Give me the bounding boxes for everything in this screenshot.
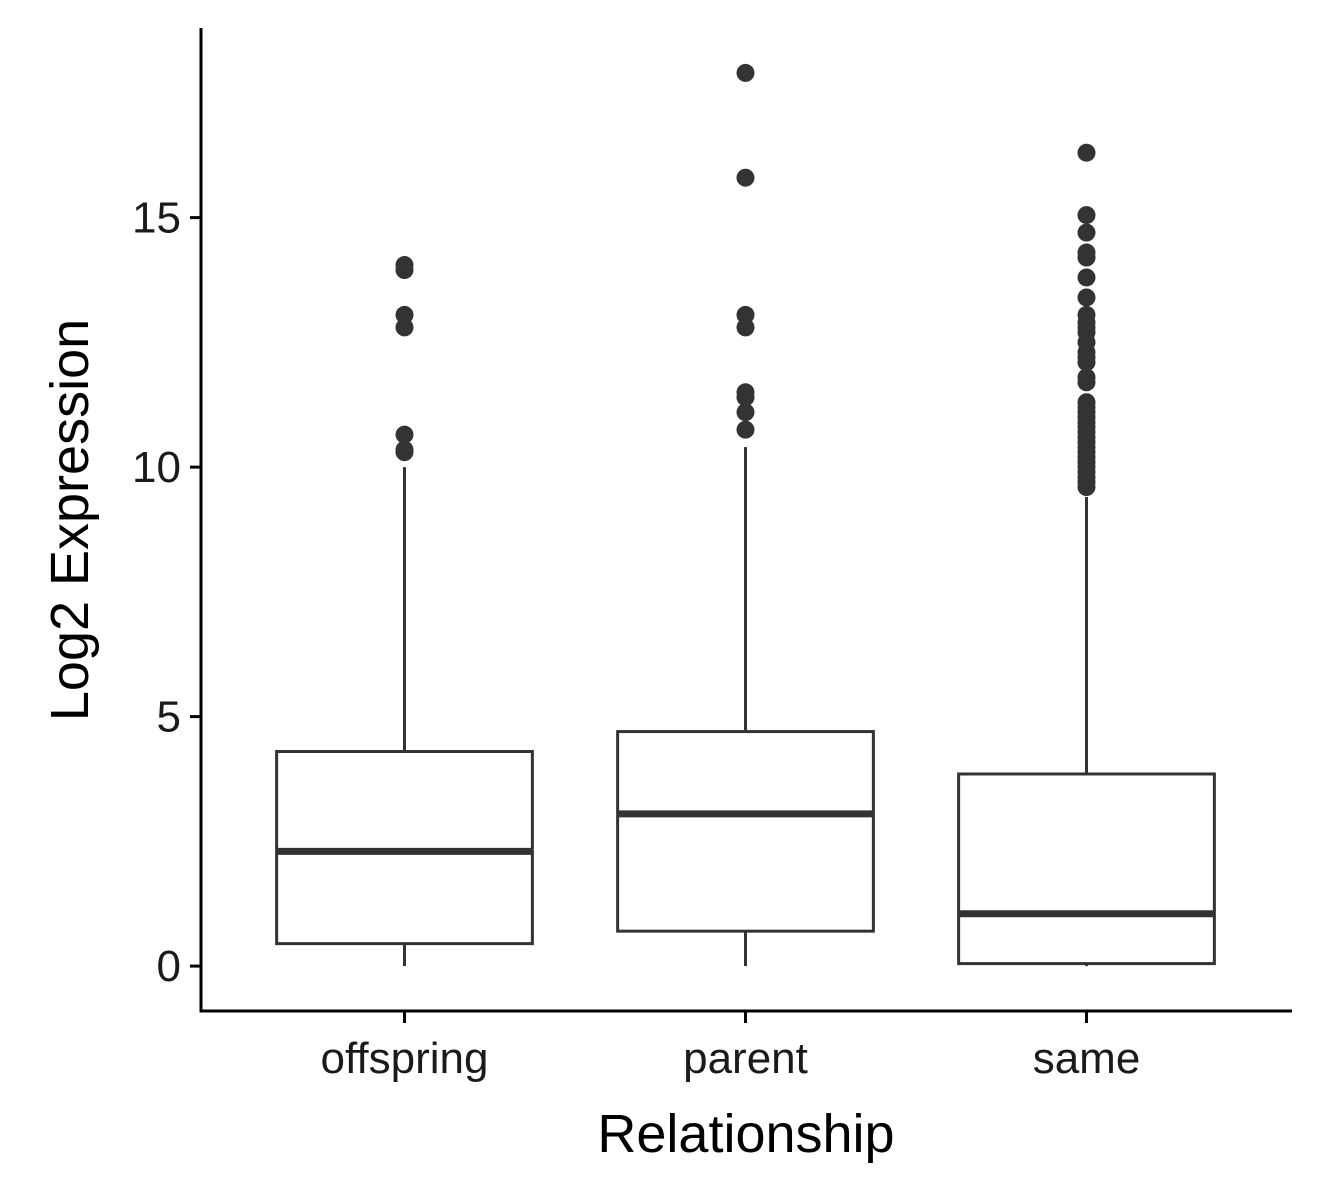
outlier-point [736, 420, 755, 439]
outlier-point [1077, 393, 1096, 412]
box-same [957, 143, 1216, 967]
outlier-point [736, 318, 755, 337]
x-tick-label: parent [683, 1034, 808, 1083]
outlier-point [736, 383, 755, 402]
outlier-point [736, 63, 755, 82]
x-tick-label: offspring [321, 1034, 489, 1083]
box-iqr [275, 750, 534, 946]
outlier-point [736, 403, 755, 422]
x-ticks: offspring parent same [321, 1011, 1141, 1083]
box-parent [616, 63, 875, 967]
y-tick-label: 10 [132, 443, 181, 492]
y-ticks: 0 5 10 15 [132, 194, 201, 991]
y-axis-title: Log2 Expression [40, 319, 100, 721]
outlier-point [1077, 288, 1096, 307]
box-offspring [275, 256, 534, 967]
outlier-point [1077, 268, 1096, 287]
outlier-point [1077, 223, 1096, 242]
outlier-point [395, 256, 414, 275]
box-iqr [957, 772, 1216, 966]
outlier-point [395, 305, 414, 324]
outlier-point [1077, 206, 1096, 225]
y-tick-label: 0 [157, 942, 181, 991]
outlier-point [736, 168, 755, 187]
outlier-point [395, 425, 414, 444]
x-axis-title: Relationship [597, 1104, 894, 1164]
y-tick-label: 15 [132, 194, 181, 243]
outlier-point [1077, 143, 1096, 162]
outlier-point [1077, 368, 1096, 387]
boxes-layer [275, 63, 1216, 967]
outlier-point [395, 440, 414, 459]
box-iqr [616, 730, 875, 933]
outlier-point [736, 305, 755, 324]
outlier-point [1077, 305, 1096, 324]
y-tick-label: 5 [157, 693, 181, 742]
x-tick-label: same [1033, 1034, 1141, 1083]
outlier-point [1077, 243, 1096, 262]
outlier-point [395, 318, 414, 337]
